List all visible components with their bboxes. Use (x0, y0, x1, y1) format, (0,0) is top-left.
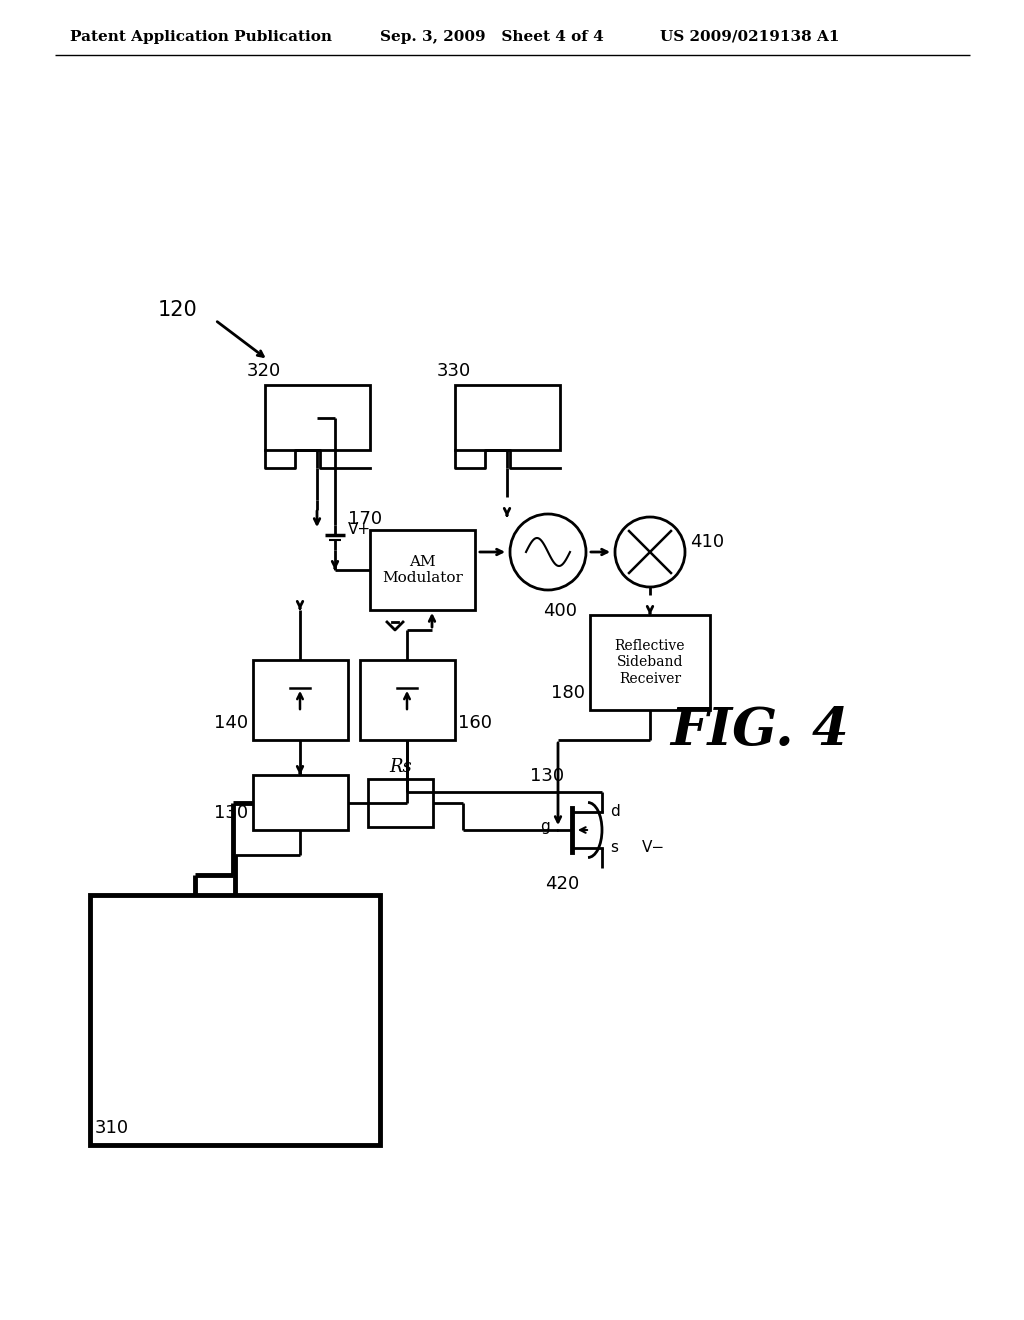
Text: 160: 160 (458, 714, 492, 733)
Text: 320: 320 (247, 362, 282, 380)
Text: FIG. 4: FIG. 4 (671, 705, 849, 755)
Text: 140: 140 (214, 714, 248, 733)
Text: 130: 130 (214, 804, 248, 822)
Text: d: d (610, 804, 620, 820)
Bar (360, 660, 455, 741)
Text: Reflective
Sideband
Receiver: Reflective Sideband Receiver (614, 639, 685, 685)
Bar (368, 779, 433, 828)
Bar (265, 385, 370, 450)
Text: s: s (610, 841, 618, 855)
Text: 410: 410 (690, 533, 724, 550)
Text: 120: 120 (158, 300, 198, 319)
Bar (455, 385, 560, 450)
Bar (590, 615, 710, 710)
Bar (253, 775, 348, 830)
Text: V+: V+ (348, 523, 371, 537)
Text: AM
Modulator: AM Modulator (382, 554, 463, 585)
Text: 180: 180 (551, 684, 585, 702)
Text: US 2009/0219138 A1: US 2009/0219138 A1 (660, 30, 840, 44)
Text: 400: 400 (543, 602, 577, 620)
Text: V−: V− (642, 841, 666, 855)
Text: 310: 310 (95, 1119, 129, 1137)
Text: 170: 170 (348, 510, 382, 528)
Text: Rs: Rs (389, 758, 412, 776)
Text: 330: 330 (437, 362, 471, 380)
Text: 130: 130 (530, 767, 564, 785)
Text: Patent Application Publication: Patent Application Publication (70, 30, 332, 44)
Text: 420: 420 (545, 875, 580, 894)
Bar (370, 531, 475, 610)
Bar (90, 895, 380, 1144)
Text: Sep. 3, 2009   Sheet 4 of 4: Sep. 3, 2009 Sheet 4 of 4 (380, 30, 604, 44)
Bar (253, 660, 348, 741)
Text: g: g (540, 820, 550, 834)
